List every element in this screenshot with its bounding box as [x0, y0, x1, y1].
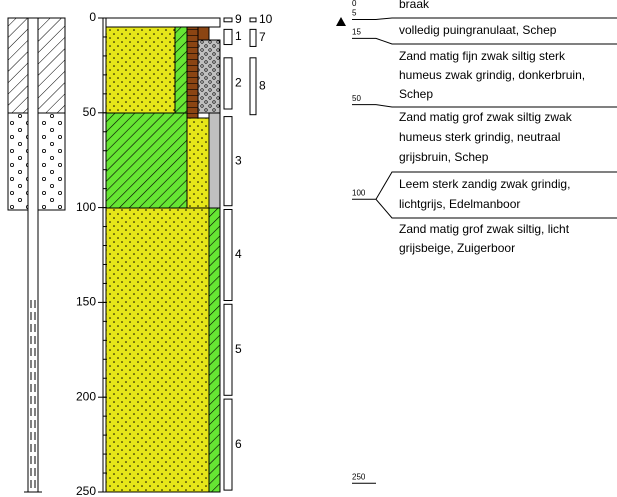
borehole-log: 0 50 100 150 200 250 9 1 2 3 4 5 6 10 7 8 0 braak 5 volledi… — [0, 0, 617, 497]
soil-layer — [106, 113, 187, 208]
soil-layer — [106, 27, 175, 113]
well — [8, 18, 65, 492]
layer-description: braak — [399, 0, 430, 11]
soil-layer — [198, 40, 220, 113]
sample — [224, 399, 232, 490]
soil-layer — [187, 27, 198, 118]
sample — [250, 58, 256, 115]
depth-tick-label: 0 — [89, 10, 96, 24]
sample-label: 1 — [235, 29, 242, 43]
sample-label: 4 — [235, 247, 242, 261]
sample — [224, 29, 232, 44]
sample — [224, 209, 232, 300]
layer-description: lichtgrijs, Edelmanboor — [399, 197, 520, 211]
depth-label: 100 — [352, 188, 366, 197]
soil-layer — [106, 18, 220, 27]
sample — [224, 304, 232, 395]
layer-description: Zand matig grof zwak siltig, licht — [399, 222, 570, 236]
depth-label: 50 — [352, 94, 361, 103]
layer-description: grijsbeige, Zuigerboor — [399, 241, 515, 255]
depth-tick-label: 50 — [83, 105, 97, 119]
sample — [224, 117, 232, 206]
depth-tick-label: 150 — [76, 295, 96, 309]
layer-description: humeus sterk grindig, neutraal — [399, 130, 560, 144]
sample-label: 10 — [259, 12, 273, 26]
soil-layer — [209, 208, 220, 492]
boundary-line — [376, 105, 617, 107]
sample-label: 7 — [259, 30, 266, 44]
sample — [250, 29, 256, 46]
soil-layer — [209, 113, 220, 208]
depth-label: 250 — [352, 472, 366, 481]
sample-label: 9 — [235, 12, 242, 26]
sample-label: 8 — [259, 78, 266, 92]
groundwater-marker — [336, 17, 346, 26]
depth-label: 0 — [352, 0, 357, 8]
sample-label: 3 — [235, 153, 242, 167]
soil-layer — [187, 118, 209, 208]
layer-description: volledig puingranulaat, Schep — [399, 23, 557, 37]
soil-column — [106, 18, 220, 492]
sample — [250, 18, 256, 22]
sample-label: 5 — [235, 342, 242, 356]
layer-description: Schep — [399, 87, 433, 101]
depth-label: 5 — [352, 9, 357, 18]
depth-tick-label: 100 — [76, 200, 96, 214]
boundary-line — [376, 38, 617, 44]
sample-label: 2 — [235, 76, 242, 90]
soil-layer — [106, 208, 209, 492]
sample — [224, 58, 232, 109]
layer-description: grijsbruin, Schep — [399, 150, 489, 164]
soil-layer — [198, 27, 209, 40]
boundary-line — [376, 18, 617, 19]
layer-description: Zand matig grof zwak siltig zwak — [399, 110, 573, 124]
well-pipe — [28, 18, 38, 492]
layer-description: Zand matig fijn zwak siltig sterk — [399, 49, 566, 63]
sample-label: 6 — [235, 437, 242, 451]
depth-tick-label: 200 — [76, 389, 96, 403]
depth-label: 15 — [352, 28, 361, 37]
depth-tick-label: 250 — [76, 484, 96, 497]
layer-description: humeus zwak grindig, donkerbruin, — [399, 68, 585, 82]
soil-layer — [175, 27, 187, 113]
sample — [224, 18, 232, 22]
layer-description: Leem sterk zandig zwak grindig, — [399, 177, 570, 191]
